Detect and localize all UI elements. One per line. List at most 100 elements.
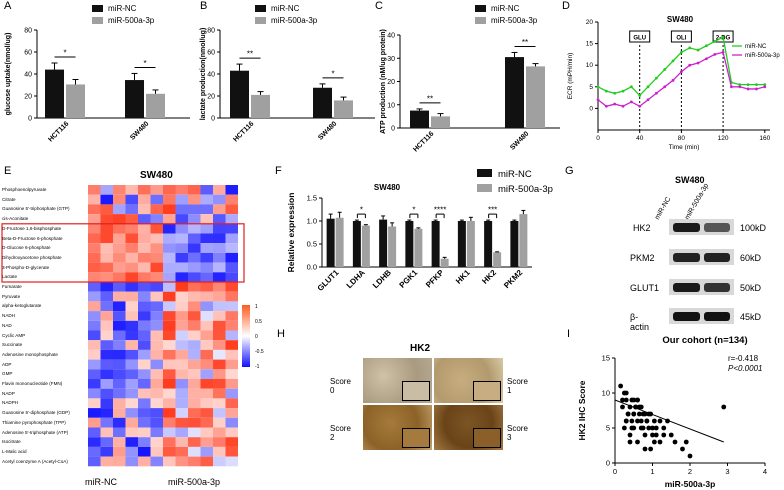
significance-mark: ***: [488, 206, 497, 215]
heatmap-cell: [150, 233, 163, 244]
y-tick-label: 10: [586, 62, 594, 69]
heatmap-cell: [113, 282, 126, 292]
heatmap-cell: [113, 311, 126, 321]
metabolite-label: cis-Aconitate: [2, 216, 29, 222]
heatmap-cell: [200, 252, 213, 263]
heatmap-cell: [100, 204, 113, 215]
x-tick-label: LDHB: [371, 268, 393, 290]
metabolite-label: Citrate: [2, 196, 16, 202]
heatmap-cell: [150, 223, 163, 234]
data-point: [629, 100, 633, 104]
data-point: [648, 446, 654, 452]
data-point: [629, 425, 635, 431]
y-tick-label: 20: [207, 94, 215, 101]
color-scale-tick: 1: [255, 304, 258, 310]
heatmap-cell: [88, 408, 101, 418]
correlation-p: P<0.0001: [728, 364, 762, 373]
heatmap-cell: [88, 427, 101, 438]
heatmap-cell: [225, 408, 238, 418]
heatmap-cell: [225, 252, 238, 263]
heatmap-cell: [200, 272, 213, 282]
y-axis-label: Relative expression: [286, 193, 296, 273]
data-point: [661, 425, 667, 431]
y-tick-label: 20: [24, 94, 32, 101]
bar: [405, 221, 414, 267]
heatmap-cell: [225, 243, 238, 253]
heatmap-cell: [175, 243, 188, 253]
data-point: [640, 411, 646, 417]
bar: [335, 217, 344, 267]
bar: [526, 66, 545, 128]
color-scale-tick: -1: [255, 364, 260, 370]
heatmap-cell: [163, 427, 176, 438]
heatmap-cell: [225, 456, 238, 467]
blot-band: [673, 283, 700, 292]
y-axis-label: ATP production (nM/ug protein): [380, 29, 387, 134]
blot-band: [673, 253, 700, 262]
heatmap-cell: [100, 262, 113, 273]
data-point: [746, 83, 750, 87]
heatmap-cell: [163, 272, 176, 282]
data-point: [738, 83, 742, 87]
heatmap-cell: [163, 214, 176, 224]
heatmap-cell: [150, 359, 163, 370]
heatmap-cell: [100, 233, 113, 244]
heatmap-cell: [150, 252, 163, 263]
heatmap-cell: [175, 379, 188, 389]
legend-label-mir: miR-500a-3p: [271, 16, 318, 25]
blot-band: [704, 223, 730, 232]
panel-label-h: H: [277, 328, 285, 340]
heatmap-cell: [113, 223, 126, 234]
legend-swatch-nc: [475, 5, 486, 12]
x-tick-label: GLUT1: [316, 268, 341, 293]
heatmap-cell: [138, 437, 151, 447]
heatmap-cell: [125, 330, 138, 341]
bar: [388, 226, 397, 267]
heatmap-cell: [150, 194, 163, 205]
data-point: [671, 78, 675, 82]
x-tick-label: 40: [636, 135, 644, 142]
heatmap-cell: [213, 369, 226, 379]
heatmap-cell: [213, 408, 226, 418]
heatmap-cell: [113, 379, 126, 389]
bar: [352, 221, 361, 267]
legend-swatch-mir: [92, 17, 103, 24]
heatmap-cell: [163, 408, 176, 418]
heatmap-cell: [125, 252, 138, 263]
heatmap-cell: [138, 282, 151, 292]
heatmap-cell: [163, 204, 176, 215]
panel-label-c: C: [375, 0, 383, 12]
significance-mark: *: [412, 206, 415, 215]
blot-row-actin: [669, 308, 734, 324]
heatmap-cell: [100, 349, 113, 360]
data-point: [604, 104, 608, 108]
heatmap-cell: [113, 349, 126, 360]
heatmap-cell: [163, 311, 176, 321]
data-point: [680, 446, 685, 452]
blot-kd-actin: 45kD: [740, 312, 762, 322]
bar: [66, 84, 85, 118]
data-point: [653, 432, 659, 438]
heatmap-cell: [200, 349, 213, 360]
y-tick-label: 60: [24, 50, 32, 57]
heatmap-cell: [163, 320, 176, 331]
blot-kd-hk2: 100kD: [740, 223, 767, 233]
heatmap-cell: [100, 282, 113, 292]
heatmap-cell: [163, 243, 176, 253]
injection-label: GLU: [633, 36, 646, 42]
heatmap-cell: [113, 437, 126, 447]
heatmap-cell: [225, 233, 238, 244]
data-point: [629, 85, 633, 89]
blot-band: [704, 312, 730, 321]
data-point: [621, 89, 625, 93]
panel-label-g: G: [565, 165, 574, 177]
heatmap-cell: [150, 427, 163, 438]
metabolite-label: Guanosine 5'-triphosphate (GTP): [2, 206, 70, 212]
heatmap-cell: [100, 398, 113, 409]
data-point: [713, 53, 717, 56]
y-tick-label: 10: [387, 102, 395, 109]
y-tick-label: 40: [24, 72, 32, 79]
heatmap-cell: [200, 204, 213, 215]
heatmap-cell: [150, 185, 163, 195]
